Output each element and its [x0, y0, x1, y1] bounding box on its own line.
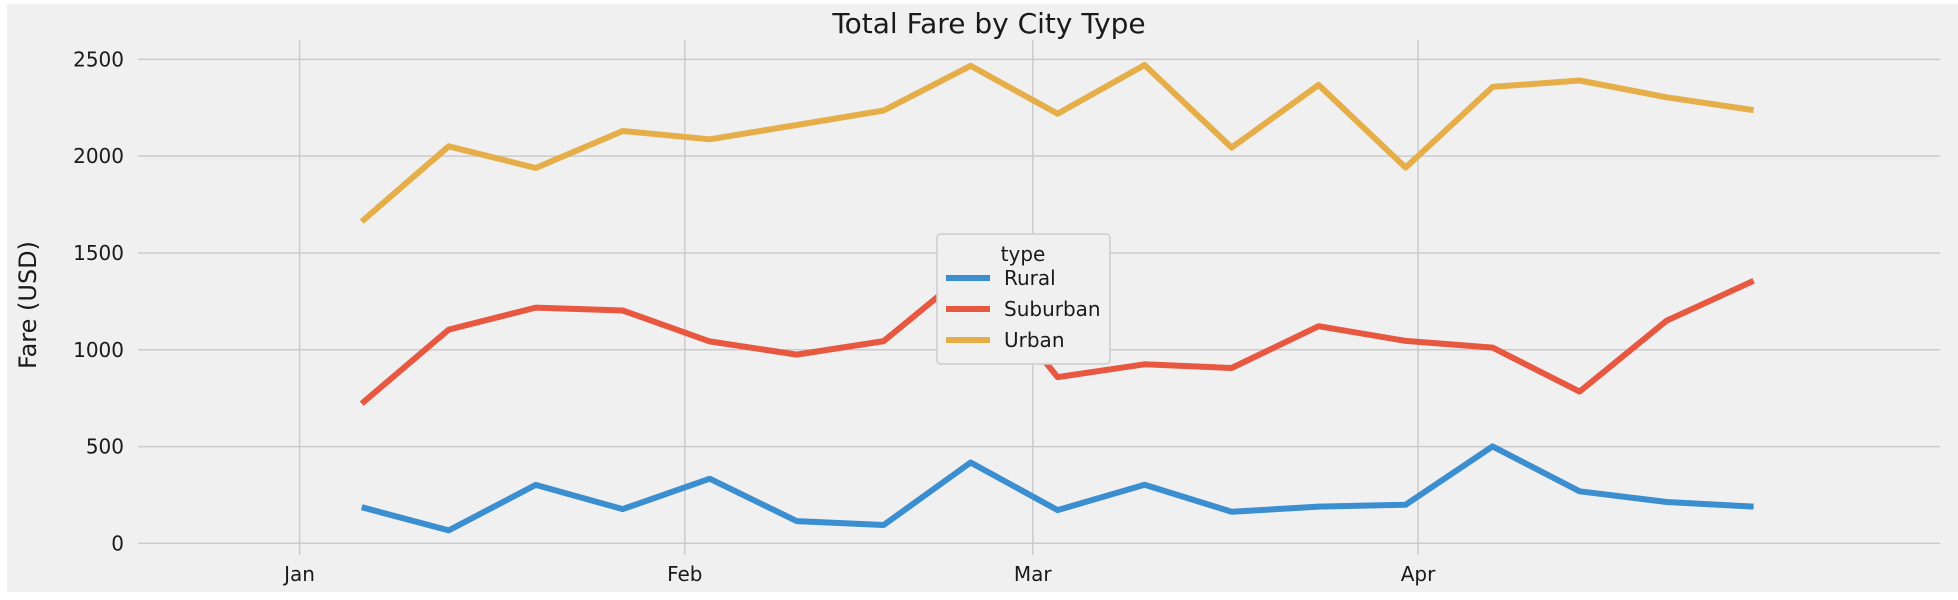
legend-label-urban: Urban — [1004, 328, 1065, 352]
y-tick-label: 1000 — [73, 338, 124, 362]
y-tick-label: 500 — [86, 435, 124, 459]
y-tick-label: 1500 — [73, 241, 124, 265]
legend-box — [936, 233, 1111, 365]
y-tick-label: 0 — [111, 531, 124, 555]
series-lines — [359, 62, 1755, 534]
legend-items: Rural Suburban Urban — [946, 266, 1101, 352]
y-axis-label: Fare (USD) — [14, 241, 42, 369]
series-line-rural — [360, 443, 1754, 534]
x-tick-label: Mar — [1014, 562, 1053, 586]
x-tick-label: Jan — [282, 562, 315, 586]
y-tick-label: 2000 — [73, 144, 124, 168]
series-line-urban — [359, 62, 1755, 224]
legend: type Rural Suburban Urban — [936, 233, 1111, 365]
y-tick-label: 2500 — [73, 47, 124, 71]
legend-title: type — [1001, 242, 1046, 266]
x-tick-label: Feb — [667, 562, 702, 586]
axis-ticks: 0 500 1000 1500 2000 2500 Jan Feb Mar Apr — [73, 47, 1436, 586]
chart-title: Total Fare by City Type — [831, 7, 1145, 40]
legend-label-suburban: Suburban — [1004, 297, 1101, 321]
legend-label-rural: Rural — [1004, 266, 1056, 290]
series-line-suburban — [359, 266, 1755, 406]
x-tick-label: Apr — [1401, 562, 1436, 586]
